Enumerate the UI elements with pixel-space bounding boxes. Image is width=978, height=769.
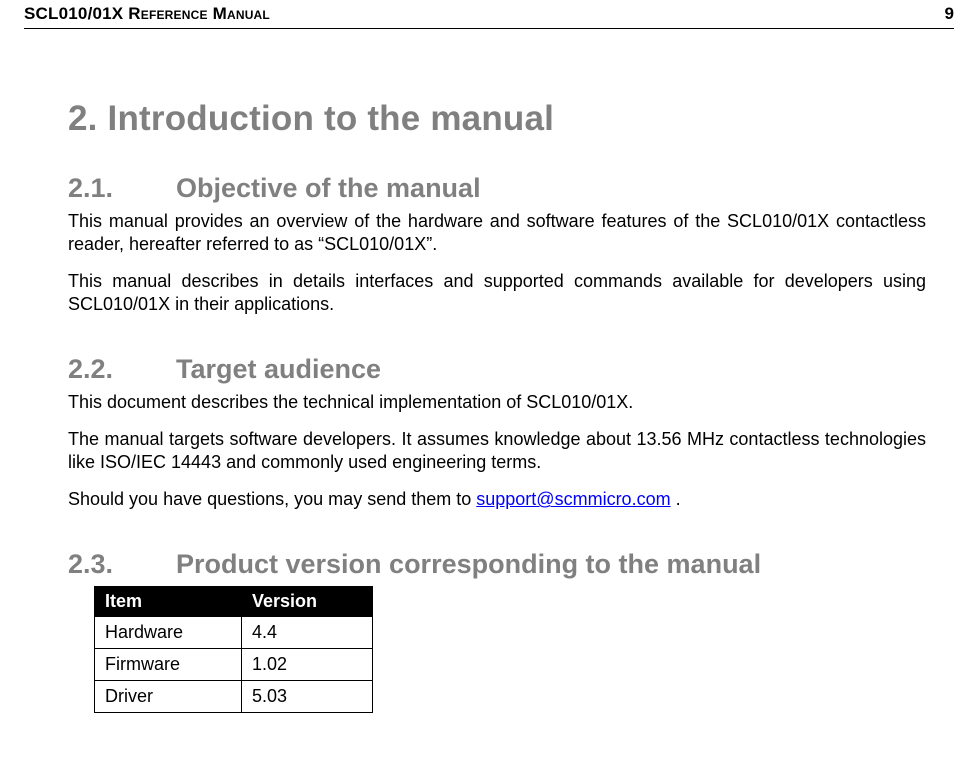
section-title: Target audience (176, 354, 381, 384)
table-header-cell: Item (95, 587, 242, 617)
version-table: Item Version Hardware 4.4 Firmware 1.02 … (94, 586, 373, 713)
paragraph: This manual provides an overview of the … (68, 210, 926, 256)
paragraph: This manual describes in details interfa… (68, 270, 926, 316)
section-2-2-heading: 2.2.Target audience (68, 354, 926, 385)
table-row: Hardware 4.4 (95, 617, 373, 649)
section-2-1-heading: 2.1.Objective of the manual (68, 173, 926, 204)
table-cell: Hardware (95, 617, 242, 649)
table-header-row: Item Version (95, 587, 373, 617)
table-cell: 4.4 (242, 617, 373, 649)
paragraph: Should you have questions, you may send … (68, 488, 926, 511)
table-row: Firmware 1.02 (95, 649, 373, 681)
table-cell: Driver (95, 681, 242, 713)
table-cell: 5.03 (242, 681, 373, 713)
table-row: Driver 5.03 (95, 681, 373, 713)
chapter-title: 2. Introduction to the manual (68, 99, 926, 139)
paragraph: This document describes the technical im… (68, 391, 926, 414)
page-header: SCL010/01X Reference Manual 9 (24, 0, 954, 26)
section-number: 2.1. (68, 173, 176, 204)
section-2-2-body: This document describes the technical im… (68, 391, 926, 511)
header-title: SCL010/01X Reference Manual (24, 4, 270, 24)
header-page-number: 9 (945, 4, 954, 24)
paragraph: The manual targets software developers. … (68, 428, 926, 474)
table-cell: 1.02 (242, 649, 373, 681)
section-2-1-body: This manual provides an overview of the … (68, 210, 926, 316)
table-cell: Firmware (95, 649, 242, 681)
section-number: 2.3. (68, 549, 176, 580)
page: SCL010/01X Reference Manual 9 2. Introdu… (0, 0, 978, 769)
section-number: 2.2. (68, 354, 176, 385)
section-title: Product version corresponding to the man… (176, 549, 761, 579)
section-title: Objective of the manual (176, 173, 481, 203)
section-2-3-heading: 2.3.Product version corresponding to the… (68, 549, 926, 580)
content-area: 2. Introduction to the manual 2.1.Object… (24, 29, 954, 713)
table-header-cell: Version (242, 587, 373, 617)
support-email-link[interactable]: support@scmmicro.com (476, 489, 670, 509)
text-prefix: Should you have questions, you may send … (68, 489, 476, 509)
text-suffix: . (671, 489, 681, 509)
